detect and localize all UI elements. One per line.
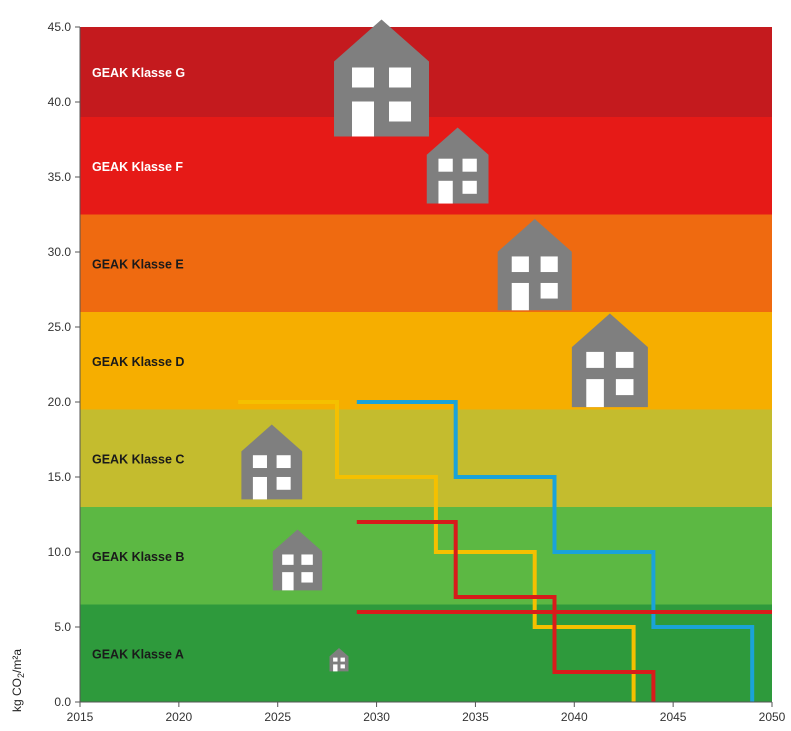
x-tick-label: 2025: [264, 710, 291, 724]
x-tick-label: 2020: [166, 710, 193, 724]
y-tick-label: 30.0: [48, 245, 72, 259]
y-axis-label-subscript: 2: [16, 673, 26, 678]
series-lines: [238, 400, 772, 702]
y-tick-label: 15.0: [48, 470, 72, 484]
y-tick-label: 45.0: [48, 20, 72, 34]
band-a: [80, 604, 772, 702]
x-tick-label: 2030: [363, 710, 390, 724]
tick-labels: 2015 2020 2025 2030 2035 2040 2045 2050 0.0 5.0 10…: [48, 20, 786, 724]
band-label-a: GEAK Klasse A: [92, 647, 184, 661]
house-icon: [272, 529, 323, 591]
y-axis-label: kg CO2/m²a: [10, 649, 26, 712]
x-tick-label: 2045: [660, 710, 687, 724]
band-label-e: GEAK Klasse E: [92, 257, 184, 271]
house-icons: [241, 19, 648, 672]
house-icon: [497, 219, 572, 311]
x-tick-label: 2015: [67, 710, 94, 724]
y-tick-label: 35.0: [48, 170, 72, 184]
y-axis-label-main: kg CO: [10, 678, 24, 712]
band-label-b: GEAK Klasse B: [92, 550, 184, 564]
series-line-1: [238, 400, 636, 702]
series-line-2: [356, 400, 755, 702]
house-icon: [571, 313, 648, 408]
house-icon: [334, 19, 430, 137]
band-c: [80, 409, 772, 507]
house-icon: [329, 648, 349, 672]
y-tick-label: 0.0: [54, 695, 71, 709]
series-line-3: [356, 520, 656, 702]
axes: [79, 27, 772, 703]
x-tick-label: 2035: [462, 710, 489, 724]
band-label-g: GEAK Klasse G: [92, 66, 185, 80]
x-tick-label: 2040: [561, 710, 588, 724]
x-tick-label: 2050: [759, 710, 786, 724]
y-tick-label: 20.0: [48, 395, 72, 409]
band-e: [80, 214, 772, 312]
y-tick-label: 40.0: [48, 95, 72, 109]
band-label-f: GEAK Klasse F: [92, 160, 183, 174]
y-tick-label: 5.0: [54, 620, 71, 634]
house-icon: [426, 127, 489, 204]
band-label-d: GEAK Klasse D: [92, 355, 184, 369]
y-axis-label-tail: /m²a: [10, 649, 24, 673]
y-tick-label: 10.0: [48, 545, 72, 559]
band-label-c: GEAK Klasse C: [92, 452, 184, 466]
y-tick-label: 25.0: [48, 320, 72, 334]
house-icon: [241, 424, 303, 500]
band-d: [80, 312, 772, 410]
